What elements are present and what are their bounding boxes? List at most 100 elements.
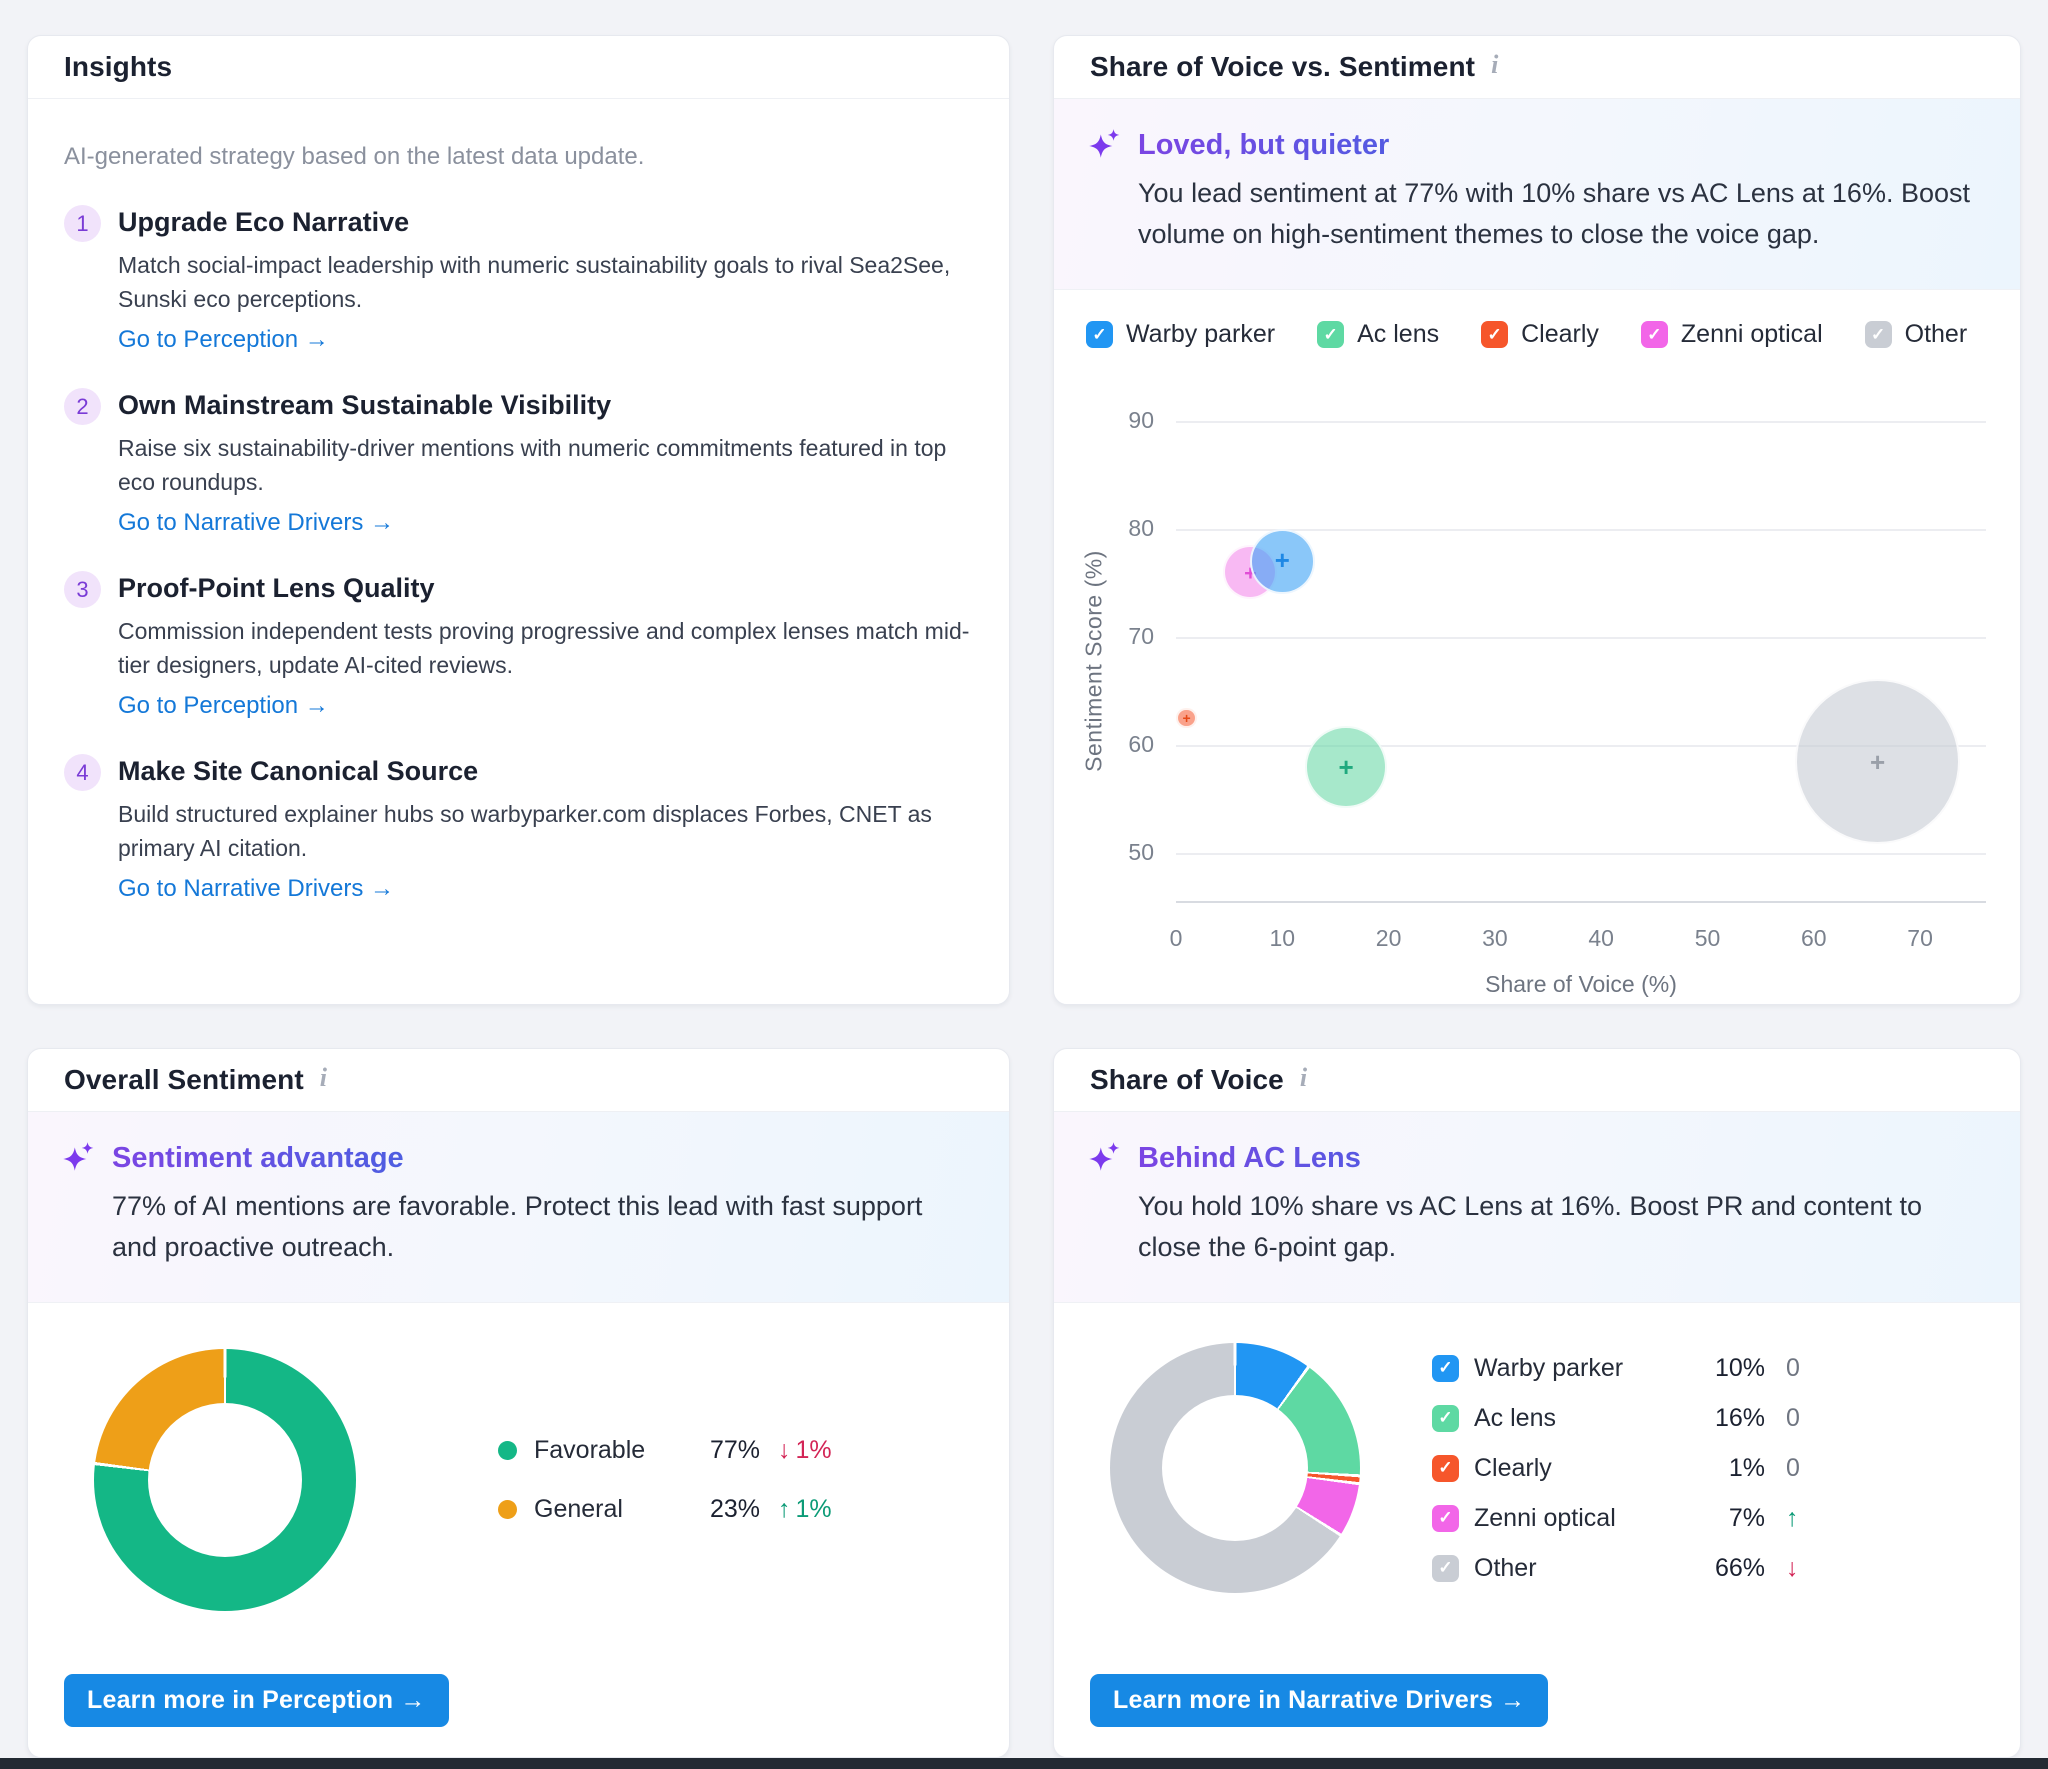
go-to-narrative-drivers-link[interactable]: Go to Narrative Drivers → xyxy=(118,875,395,902)
insight-item-4: 4 Make Site Canonical Source Build struc… xyxy=(64,754,973,903)
learn-more-perception-button[interactable]: Learn more in Perception → xyxy=(64,1674,449,1727)
checkbox-clearly[interactable]: ✓ xyxy=(1432,1454,1459,1482)
legend-item-clearly[interactable]: ✓ Clearly xyxy=(1481,320,1599,349)
y-tick-label: 60 xyxy=(1128,731,1154,758)
y-gridline xyxy=(1176,421,1986,423)
item-number-badge: 4 xyxy=(64,754,101,791)
legend-row-clearly: ✓ Clearly 1% 0 xyxy=(1432,1454,1824,1483)
bubble-other[interactable]: + xyxy=(1794,678,1961,845)
y-gridline xyxy=(1176,529,1986,532)
checkbox-ac-lens[interactable]: ✓ xyxy=(1432,1404,1459,1432)
item-body: Match social-impact leadership with nume… xyxy=(118,252,951,312)
insight-title: Loved, but quieter xyxy=(1138,129,1984,163)
favorable-change: ↓ 1% xyxy=(778,1436,832,1464)
bubble-center-marker: + xyxy=(1274,546,1290,575)
legend-item-zenni-optical[interactable]: ✓ Zenni optical xyxy=(1640,320,1823,349)
overall-sentiment-card: Overall Sentiment i Sentiment advantage … xyxy=(27,1048,1010,1758)
legend-row-favorable: Favorable 77% ↓ 1% xyxy=(498,1436,832,1465)
up-arrow-icon: ↑ xyxy=(778,1495,791,1523)
card-footer: Learn more in Narrative Drivers → xyxy=(1054,1674,2020,1757)
insight-body: You lead sentiment at 77% with 10% share… xyxy=(1138,178,1971,249)
y-gridline xyxy=(1176,637,1986,640)
item-number-badge: 2 xyxy=(64,388,101,425)
y-gridline xyxy=(1176,745,1986,748)
info-icon[interactable]: i xyxy=(1299,1063,1308,1092)
insights-card-header: Insights xyxy=(28,36,1009,99)
y-gridline xyxy=(1176,853,1986,856)
info-icon[interactable]: i xyxy=(1491,50,1499,79)
checkbox-zenni-optical[interactable]: ✓ xyxy=(1432,1504,1459,1532)
checkbox-other[interactable]: ✓ xyxy=(1432,1554,1459,1582)
bubble-center-marker: + xyxy=(1869,746,1886,777)
legend-row-warby-parker: ✓ Warby parker 10% 0 xyxy=(1432,1354,1824,1383)
insights-intro: AI-generated strategy based on the lates… xyxy=(64,143,645,170)
legend-item-warby-parker[interactable]: ✓ Warby parker xyxy=(1086,320,1275,349)
card-title-overall-sentiment: Overall Sentiment xyxy=(64,1064,304,1095)
sov-chart-row: ✓ Warby parker 10% 0 ✓ Ac lens 16% 0 ✓ C… xyxy=(1054,1303,2020,1593)
checkbox-other[interactable]: ✓ xyxy=(1864,321,1892,348)
x-tick-label: 60 xyxy=(1800,925,1827,951)
item-title: Proof-Point Lens Quality xyxy=(118,573,435,603)
sparkle-icon xyxy=(1086,127,1122,163)
x-tick-label: 30 xyxy=(1482,925,1508,951)
item-number-badge: 1 xyxy=(64,205,101,242)
y-tick-label: 80 xyxy=(1128,515,1154,542)
sentiment-donut-legend: Favorable 77% ↓ 1% General 23% ↑ 1% xyxy=(498,1436,832,1524)
x-axis-line xyxy=(1176,901,1986,903)
checkbox-warby-parker[interactable]: ✓ xyxy=(1086,321,1113,348)
sentiment-chart-row: Favorable 77% ↓ 1% General 23% ↑ 1% xyxy=(28,1303,1009,1611)
bubble-ac-lens[interactable]: + xyxy=(1305,726,1387,808)
down-arrow-icon: ↓ xyxy=(778,1436,791,1464)
y-tick-label: 50 xyxy=(1128,839,1154,866)
bubble-warby-parker[interactable]: + xyxy=(1250,529,1315,594)
general-dot xyxy=(498,1500,517,1519)
legend-row-other: ✓ Other 66% ↓ xyxy=(1432,1554,1824,1583)
item-title: Upgrade Eco Narrative xyxy=(118,207,410,237)
x-tick-label: 50 xyxy=(1694,925,1721,951)
item-body: Build structured explainer hubs so warby… xyxy=(118,801,932,861)
legend-row-general: General 23% ↑ 1% xyxy=(498,1495,832,1524)
sov-donut-chart xyxy=(1110,1343,1360,1593)
learn-more-narrative-drivers-button[interactable]: Learn more in Narrative Drivers → xyxy=(1090,1674,1549,1727)
insight-item-3: 3 Proof-Point Lens Quality Commission in… xyxy=(64,571,973,720)
bubble-center-marker: + xyxy=(1182,710,1191,727)
general-change: ↑ 1% xyxy=(778,1495,832,1523)
sparkle-icon xyxy=(1086,1140,1122,1176)
go-to-perception-link[interactable]: Go to Perception → xyxy=(118,326,329,353)
insight-item-2: 2 Own Mainstream Sustainable Visibility … xyxy=(64,388,973,537)
x-tick-label: 40 xyxy=(1588,925,1614,951)
change-indicator: 0 xyxy=(1786,1353,1800,1382)
sparkle-icon xyxy=(60,1140,96,1176)
change-indicator: 0 xyxy=(1786,1403,1800,1432)
insights-card: Insights AI-generated strategy based on … xyxy=(27,35,1010,1005)
go-to-perception-link[interactable]: Go to Perception → xyxy=(118,692,329,719)
insight-body: 77% of AI mentions are favorable. Protec… xyxy=(112,1191,923,1262)
item-body: Commission independent tests proving pro… xyxy=(118,618,970,678)
checkbox-ac-lens[interactable]: ✓ xyxy=(1317,321,1345,348)
sov-vs-sentiment-card: Share of Voice vs. Sentiment i Loved, bu… xyxy=(1053,35,2021,1005)
checkbox-zenni-optical[interactable]: ✓ xyxy=(1640,321,1668,348)
bubble-chart-legend: ✓ Warby parker ✓ Ac lens ✓ Clearly ✓ Zen… xyxy=(1086,320,2020,349)
info-icon[interactable]: i xyxy=(319,1063,328,1092)
item-title: Make Site Canonical Source xyxy=(118,756,479,786)
card-title-share-of-voice: Share of Voice xyxy=(1090,1064,1284,1095)
legend-item-ac-lens[interactable]: ✓ Ac lens xyxy=(1317,320,1439,349)
card-title-sov-vs-sentiment: Share of Voice vs. Sentiment xyxy=(1090,51,1476,82)
x-tick-label: 10 xyxy=(1269,925,1296,951)
checkbox-clearly[interactable]: ✓ xyxy=(1481,321,1509,348)
x-axis-title: Share of Voice (%) xyxy=(1485,971,1677,997)
checkbox-warby-parker[interactable]: ✓ xyxy=(1432,1354,1459,1382)
bubble-clearly[interactable]: + xyxy=(1176,708,1197,729)
ai-insight-banner: Sentiment advantage 77% of AI mentions a… xyxy=(28,1112,1009,1303)
legend-label: Other xyxy=(1904,320,1968,348)
insight-title: Behind AC Lens xyxy=(1138,1142,1984,1176)
item-title: Own Mainstream Sustainable Visibility xyxy=(118,390,612,420)
share-of-voice-header: Share of Voice i xyxy=(1054,1049,2020,1112)
sov-donut-legend: ✓ Warby parker 10% 0 ✓ Ac lens 16% 0 ✓ C… xyxy=(1432,1354,1824,1583)
insights-content: AI-generated strategy based on the lates… xyxy=(28,99,1009,937)
legend-label: Zenni optical xyxy=(1680,320,1823,348)
legend-row-ac-lens: ✓ Ac lens 16% 0 xyxy=(1432,1404,1824,1433)
legend-item-other[interactable]: ✓ Other xyxy=(1864,320,1968,349)
legend-label: Clearly xyxy=(1521,320,1599,348)
go-to-narrative-drivers-link[interactable]: Go to Narrative Drivers → xyxy=(118,509,395,536)
